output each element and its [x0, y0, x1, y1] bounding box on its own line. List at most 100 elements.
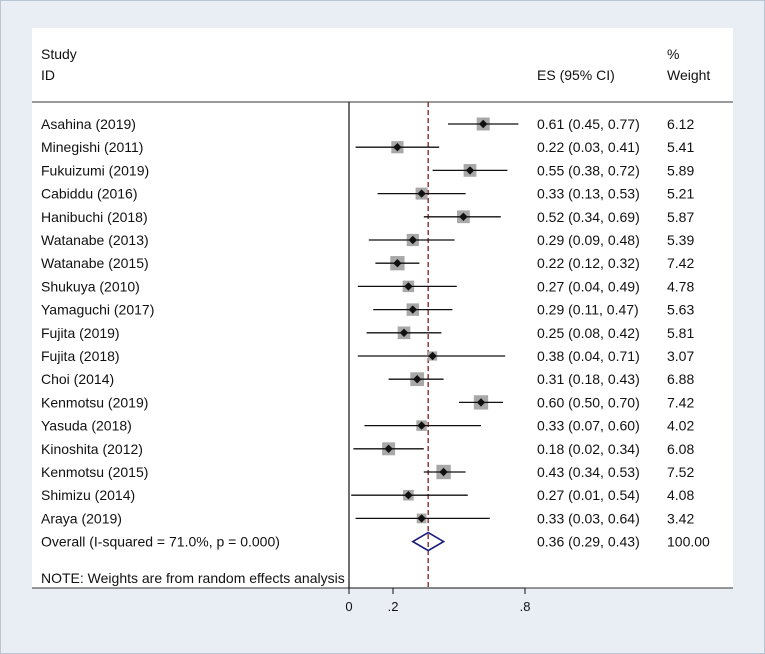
study-weight: 7.42	[667, 394, 694, 410]
x-tick-label: .2	[388, 599, 399, 614]
point-estimate	[476, 398, 486, 407]
study-row: Yasuda (2018) 0.33 (0.07, 0.60) 4.02	[41, 418, 694, 434]
effect-size-ci: 0.22 (0.03, 0.41)	[537, 139, 640, 155]
point-estimate	[413, 375, 422, 384]
effect-size-ci: 0.55 (0.38, 0.72)	[537, 162, 640, 178]
study-weight: 6.12	[667, 116, 694, 132]
study-label: Fujita (2018)	[41, 348, 120, 364]
study-row: Asahina (2019) 0.61 (0.45, 0.77) 6.12	[41, 116, 694, 132]
effect-size-ci: 0.25 (0.08, 0.42)	[537, 325, 640, 341]
effect-size-ci: 0.18 (0.02, 0.34)	[537, 441, 640, 457]
study-row: Kinoshita (2012) 0.18 (0.02, 0.34) 6.08	[41, 441, 694, 457]
effect-size-ci: 0.22 (0.12, 0.32)	[537, 255, 640, 271]
study-weight: 3.07	[667, 348, 694, 364]
study-label: Hanibuchi (2018)	[41, 209, 148, 225]
study-row: Choi (2014) 0.31 (0.18, 0.43) 6.88	[41, 371, 694, 387]
point-estimate	[404, 491, 413, 500]
x-tick-label: 0	[345, 599, 352, 614]
point-estimate	[417, 189, 426, 198]
study-label: Shimizu (2014)	[41, 487, 135, 503]
point-estimate	[439, 467, 448, 477]
study-label: Yamaguchi (2017)	[41, 302, 154, 318]
study-weight: 3.42	[667, 510, 694, 526]
study-row: Fujita (2019) 0.25 (0.08, 0.42) 5.81	[41, 325, 694, 341]
effect-size-ci: 0.27 (0.04, 0.49)	[537, 278, 640, 294]
point-estimate	[479, 119, 488, 129]
study-label: Kenmotsu (2019)	[41, 394, 148, 410]
study-label: Minegishi (2011)	[41, 139, 143, 155]
effect-size-ci: 0.33 (0.13, 0.53)	[537, 186, 640, 202]
note-text: NOTE: Weights are from random effects an…	[41, 570, 345, 586]
study-label: Fujita (2019)	[41, 325, 120, 341]
effect-size-ci: 0.29 (0.11, 0.47)	[537, 302, 639, 318]
study-weight: 5.63	[667, 302, 694, 318]
effect-size-ci: 0.61 (0.45, 0.77)	[537, 116, 640, 132]
point-estimate	[408, 235, 417, 245]
study-weight: 5.41	[667, 139, 694, 155]
effect-size-ci: 0.31 (0.18, 0.43)	[537, 371, 640, 387]
point-estimate	[428, 351, 437, 361]
overall-weight: 100.00	[667, 534, 710, 550]
study-row: Fujita (2018) 0.38 (0.04, 0.71) 3.07	[41, 348, 694, 364]
study-label: Choi (2014)	[41, 371, 114, 387]
study-weight: 4.78	[667, 278, 694, 294]
point-estimate	[399, 328, 409, 337]
study-label: Watanabe (2015)	[41, 255, 149, 271]
study-label: Shukuya (2010)	[41, 278, 140, 294]
study-weight: 4.02	[667, 418, 694, 434]
study-weight: 5.81	[667, 325, 694, 341]
study-row: Cabiddu (2016) 0.33 (0.13, 0.53) 5.21	[41, 186, 694, 202]
study-label: Araya (2019)	[41, 510, 122, 526]
study-weight: 6.88	[667, 371, 694, 387]
header-study: Study	[41, 46, 77, 62]
study-weight: 5.87	[667, 209, 694, 225]
study-row: Watanabe (2013) 0.29 (0.09, 0.48) 5.39	[41, 232, 694, 248]
point-estimate	[408, 305, 417, 314]
study-row: Kenmotsu (2015) 0.43 (0.34, 0.53) 7.52	[41, 464, 694, 480]
study-label: Asahina (2019)	[41, 116, 136, 132]
study-weight: 5.21	[667, 186, 694, 202]
study-weight: 5.89	[667, 162, 694, 178]
study-label: Fukuizumi (2019)	[41, 162, 149, 178]
point-estimate	[393, 143, 402, 152]
study-label: Yasuda (2018)	[41, 418, 132, 434]
study-row: Watanabe (2015) 0.22 (0.12, 0.32) 7.42	[41, 255, 694, 271]
header-weight-symbol: %	[667, 46, 679, 62]
header-weight: Weight	[667, 67, 710, 83]
overall-effect-size-ci: 0.36 (0.29, 0.43)	[537, 534, 640, 550]
study-label: Kenmotsu (2015)	[41, 464, 148, 480]
study-row: Shukuya (2010) 0.27 (0.04, 0.49) 4.78	[41, 278, 694, 294]
point-estimate	[417, 514, 426, 523]
point-estimate	[417, 421, 426, 430]
study-weight: 7.52	[667, 464, 694, 480]
point-estimate	[404, 282, 413, 291]
overall-diamond	[411, 531, 446, 552]
study-weight: 5.39	[667, 232, 694, 248]
effect-size-ci: 0.33 (0.03, 0.64)	[537, 510, 640, 526]
study-row: Hanibuchi (2018) 0.52 (0.34, 0.69) 5.87	[41, 209, 694, 225]
effect-size-ci: 0.33 (0.07, 0.60)	[537, 418, 640, 434]
header-id: ID	[41, 67, 55, 83]
study-weight: 6.08	[667, 441, 694, 457]
study-weight: 4.08	[667, 487, 694, 503]
overall-label: Overall (I-squared = 71.0%, p = 0.000)	[41, 534, 280, 550]
effect-size-ci: 0.29 (0.09, 0.48)	[537, 232, 640, 248]
effect-size-ci: 0.52 (0.34, 0.69)	[537, 209, 640, 225]
study-row: Fukuizumi (2019) 0.55 (0.38, 0.72) 5.89	[41, 162, 694, 178]
study-label: Watanabe (2013)	[41, 232, 149, 248]
effect-size-ci: 0.43 (0.34, 0.53)	[537, 464, 640, 480]
study-row: Minegishi (2011) 0.22 (0.03, 0.41) 5.41	[41, 139, 694, 155]
effect-size-ci: 0.38 (0.04, 0.71)	[537, 348, 640, 364]
study-label: Kinoshita (2012)	[41, 441, 143, 457]
point-estimate	[465, 166, 475, 175]
point-estimate	[393, 259, 402, 268]
study-row: Araya (2019) 0.33 (0.03, 0.64) 3.42	[41, 510, 694, 526]
effect-size-ci: 0.60 (0.50, 0.70)	[537, 394, 640, 410]
study-row: Shimizu (2014) 0.27 (0.01, 0.54) 4.08	[41, 487, 694, 503]
point-estimate	[384, 444, 393, 453]
x-tick-label: .8	[520, 599, 531, 614]
study-row: Kenmotsu (2019) 0.60 (0.50, 0.70) 7.42	[41, 394, 694, 410]
effect-size-ci: 0.27 (0.01, 0.54)	[537, 487, 640, 503]
study-label: Cabiddu (2016)	[41, 186, 138, 202]
